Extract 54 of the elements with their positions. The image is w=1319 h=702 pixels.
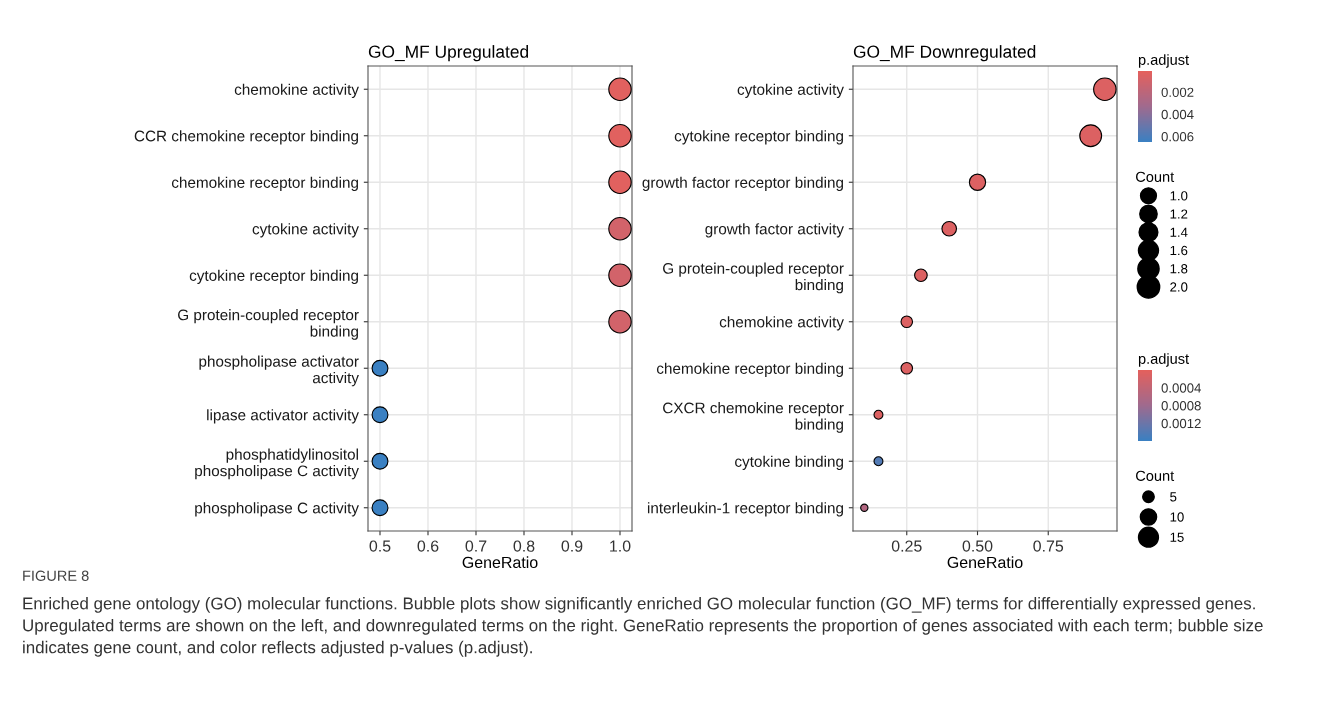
- legend-title: Count: [1136, 470, 1175, 481]
- legend-title: Count: [1136, 171, 1175, 182]
- y-tick-label: cytokine binding: [735, 455, 843, 470]
- x-tick-label: 0.50: [962, 540, 993, 552]
- y-tick-label: chemokine activity: [234, 83, 359, 98]
- y-tick-label: cytokine receptor binding: [674, 130, 843, 145]
- x-tick-label: 0.75: [1033, 540, 1064, 552]
- x-tick-label: 0.6: [417, 540, 439, 552]
- color-bar-title: p.adjust: [1138, 353, 1189, 367]
- y-tick-label: G protein-coupled receptor binding: [663, 262, 844, 294]
- y-tick-label: G protein-coupled receptor binding: [178, 309, 359, 340]
- y-tick-label: cytokine activity: [252, 223, 359, 238]
- legend-label: 1.8: [1170, 264, 1188, 274]
- x-tick-label: 0.7: [465, 540, 487, 552]
- y-tick-label: CXCR chemokine receptor binding: [663, 402, 844, 433]
- y-tick-label: chemokine receptor binding: [171, 176, 358, 191]
- legend-label: 1.6: [1170, 245, 1188, 256]
- legend-label: 2.0: [1170, 282, 1188, 292]
- color-bar-label: 0.004: [1161, 109, 1194, 120]
- x-tick-label: 1.0: [610, 540, 631, 552]
- color-bar-title: p.adjust: [1138, 54, 1189, 68]
- y-tick-label: CCR chemokine receptor binding: [134, 130, 358, 145]
- x-tick-label: 0.25: [891, 540, 922, 552]
- y-tick-label: chemokine receptor binding: [656, 362, 843, 377]
- x-tick-label: 0.9: [561, 540, 583, 552]
- legend-label: 1.2: [1170, 209, 1188, 219]
- y-tick-label: cytokine receptor binding: [189, 269, 358, 284]
- text: Enriched gene ontology (GO) molecular functions. Bubble plots show significantly enriched GO molecular function (GO_MF) terms for differentially expressed genes. Upregulated terms are shown on the left, and downregulated terms on the right. GeneRatio represents the proportion of genes associated with each term; bubble size indicates gene count, and color reflects adjusted p-values (p.adjust).: [23, 597, 1263, 657]
- chart-title: GO_MF Upregulated: [368, 45, 529, 62]
- y-tick-label: lipase activator activity: [207, 409, 359, 424]
- legend-label: 15: [1170, 532, 1184, 542]
- y-tick-label: cytokine activity: [737, 83, 844, 98]
- y-tick-label: growth factor receptor binding: [642, 176, 843, 191]
- y-tick-label: chemokine activity: [719, 316, 844, 331]
- caption: FIGURE 8: [23, 570, 89, 581]
- legend-label: 1.4: [1170, 227, 1188, 237]
- legend-label: 5: [1170, 492, 1177, 502]
- color-bar-label: 0.0004: [1161, 383, 1201, 393]
- legend-label: 1.0: [1170, 191, 1188, 201]
- color-bar-label: 0.002: [1161, 87, 1194, 97]
- chart-title: GO_MF Downregulated: [853, 45, 1036, 62]
- color-bar-label: 0.006: [1161, 132, 1194, 142]
- y-tick-label: phosphatidylinositol phospholipase C activity: [195, 448, 359, 480]
- y-tick-label: growth factor activity: [705, 223, 844, 238]
- legend-label: 10: [1170, 512, 1184, 522]
- x-axis-title: GeneRatio: [462, 556, 538, 569]
- y-tick-label: interleukin-1 receptor binding: [647, 502, 843, 517]
- y-tick-label: phospholipase C activity: [195, 502, 359, 517]
- x-tick-label: 0.5: [369, 540, 391, 552]
- x-tick-label: 0.8: [513, 540, 535, 552]
- color-bar-label: 0.0012: [1161, 418, 1201, 429]
- x-axis-title: GeneRatio: [947, 556, 1023, 569]
- color-bar-label: 0.0008: [1161, 401, 1201, 411]
- y-tick-label: phospholipase activator activity: [199, 355, 359, 387]
